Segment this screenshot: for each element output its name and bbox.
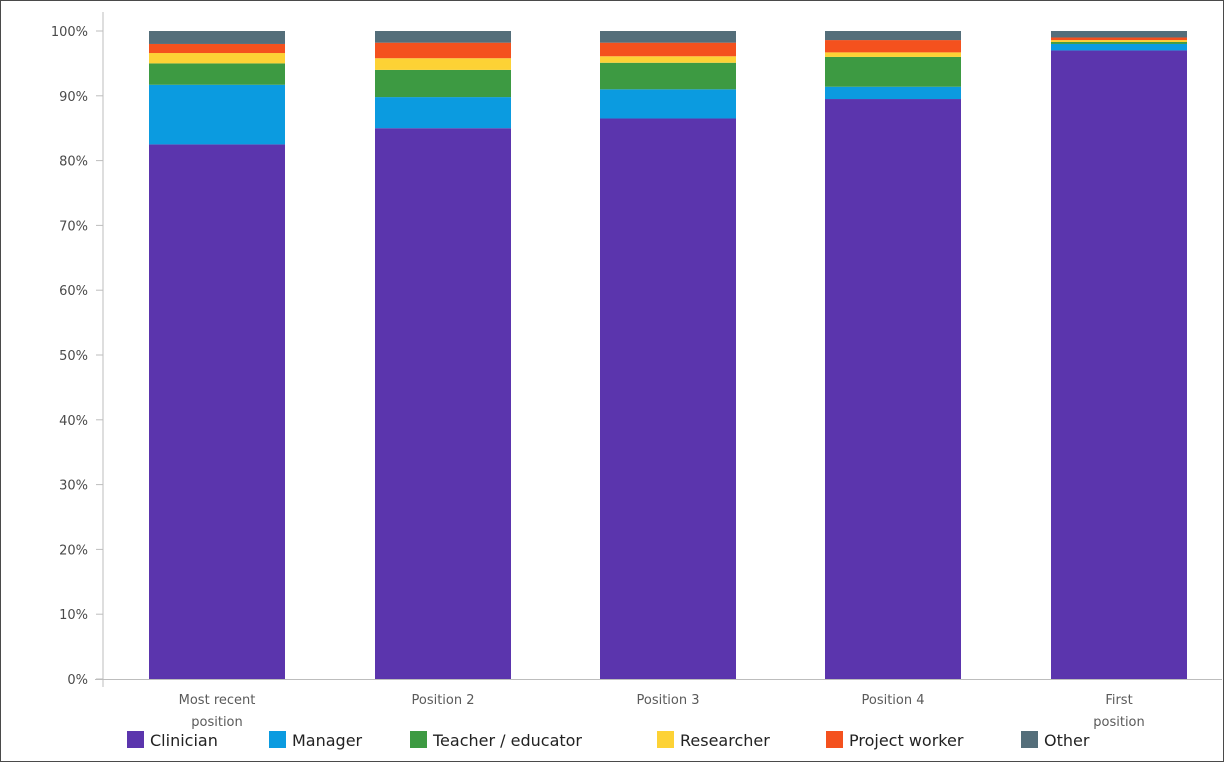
bar-segment	[1051, 43, 1187, 51]
x-category-label: Position 4	[861, 693, 924, 708]
bar-segment	[600, 56, 736, 63]
legend-swatch	[269, 731, 286, 748]
x-category-label: First position	[1093, 693, 1145, 730]
y-tick-label: 0%	[67, 673, 88, 688]
bar-segment	[375, 31, 511, 43]
y-tick-label: 20%	[59, 543, 88, 558]
legend-label: Project worker	[849, 731, 964, 750]
bar-segment	[825, 52, 961, 57]
legend-label: Other	[1044, 731, 1090, 750]
bar-segment	[825, 40, 961, 53]
bar-segment	[1051, 42, 1187, 44]
bar-segment	[600, 118, 736, 680]
legend-swatch	[410, 731, 427, 748]
legend-swatch	[826, 731, 843, 748]
bar-segment	[600, 42, 736, 57]
bar-segment	[375, 42, 511, 59]
bar-segment	[375, 58, 511, 70]
bar-segment	[149, 84, 285, 145]
bar-segment	[1051, 31, 1187, 38]
y-tick-label: 70%	[59, 219, 88, 234]
bar-segment	[149, 53, 285, 64]
bar-segment	[600, 62, 736, 90]
bar-segment	[1051, 40, 1187, 43]
x-category-label: Most recent position	[179, 693, 256, 730]
bar-segment	[1051, 37, 1187, 41]
y-tick-label: 90%	[59, 90, 88, 105]
legend: Clinician Manager Teacher / educator Resear…	[127, 731, 1090, 750]
legend-label: Teacher / educator	[432, 731, 582, 750]
bar-segment	[375, 128, 511, 679]
legend-swatch	[657, 731, 674, 748]
legend-swatch	[127, 731, 144, 748]
bar-segment	[149, 31, 285, 44]
bar-segment	[600, 31, 736, 43]
y-tick-label: 50%	[59, 349, 88, 364]
y-tick-label: 80%	[59, 155, 88, 170]
y-axis: 0% 10% 20% 30% 40% 50% 60% 70% 80% 90% 100%	[51, 12, 104, 688]
bar-segment	[825, 99, 961, 680]
x-category-label: Position 3	[636, 693, 699, 708]
bar-segment	[600, 89, 736, 119]
bar-segment	[825, 56, 961, 87]
y-tick-label: 100%	[51, 25, 88, 40]
y-tick-label: 60%	[59, 284, 88, 299]
legend-label: Clinician	[150, 731, 218, 750]
bars	[149, 31, 1187, 680]
y-tick-label: 30%	[59, 479, 88, 494]
bar-segment	[149, 63, 285, 85]
bar-segment	[825, 31, 961, 41]
x-axis: Most recent position Position 2 Position 3 P…	[95, 679, 1222, 730]
bar-segment	[825, 86, 961, 100]
legend-swatch	[1021, 731, 1038, 748]
y-tick-label: 10%	[59, 608, 88, 623]
legend-label: Researcher	[680, 731, 770, 750]
y-tick-label: 40%	[59, 414, 88, 429]
x-category-label: Position 2	[411, 693, 474, 708]
legend-label: Manager	[292, 731, 363, 750]
bar-segment	[1051, 50, 1187, 679]
bar-segment	[375, 97, 511, 129]
bar-segment	[149, 144, 285, 679]
bar-segment	[375, 69, 511, 98]
bar-segment	[149, 43, 285, 54]
